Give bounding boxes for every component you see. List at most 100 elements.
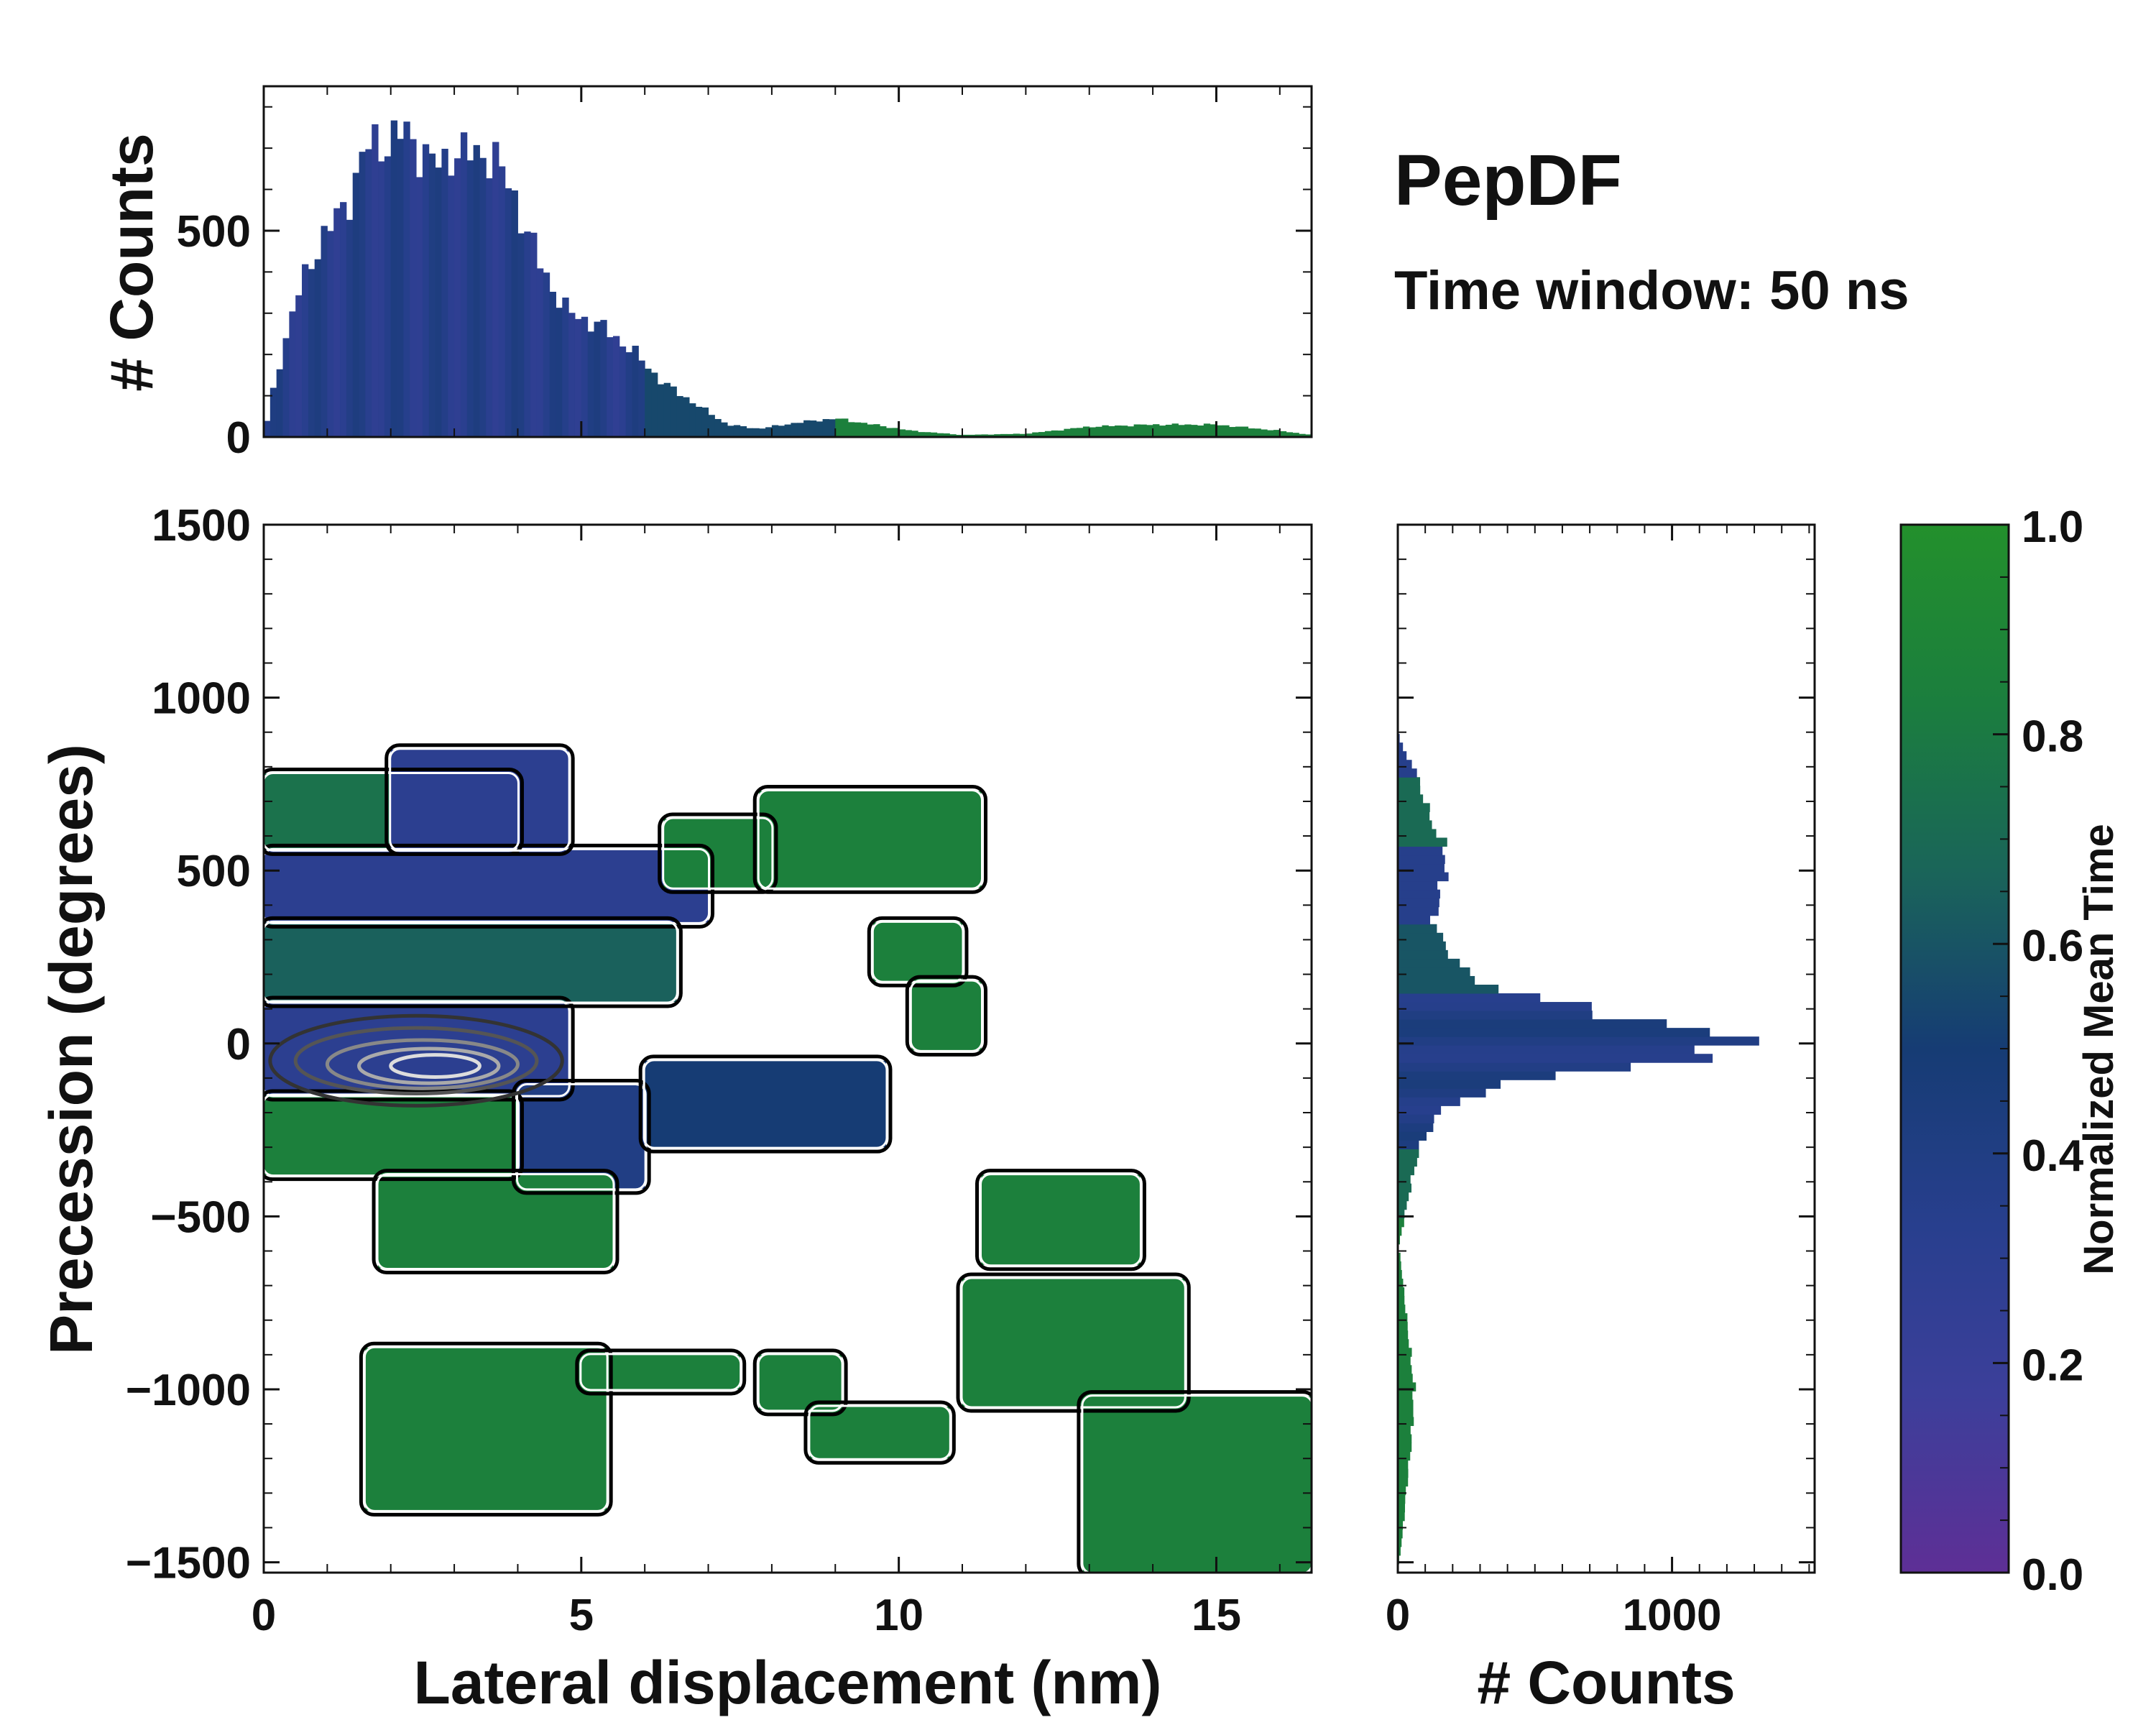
right-histogram-bar <box>1398 1011 1593 1020</box>
top-histogram-bar <box>822 419 829 437</box>
right-histogram-bar <box>1398 837 1447 847</box>
top-histogram-bar <box>543 272 550 437</box>
right-histogram-ticks: 0 1000 <box>1386 523 1815 1640</box>
top-histogram-bar <box>403 121 410 438</box>
top-histogram-bar <box>1184 424 1192 437</box>
top-histogram-bar <box>1026 433 1033 437</box>
top-histogram-bar <box>733 425 741 437</box>
y-tick-label: −500 <box>150 1192 251 1242</box>
top-histogram-bar <box>352 172 360 437</box>
colorbar-tick-label: 0.4 <box>2022 1131 2084 1181</box>
right-histogram-bar <box>1398 1114 1434 1123</box>
top-histogram-bar <box>1171 423 1179 437</box>
top-histogram-bar <box>473 144 480 437</box>
top-histogram-bar <box>327 231 334 437</box>
right-histogram-bar <box>1398 1200 1407 1210</box>
right-histogram-bar <box>1398 846 1443 856</box>
top-histogram-bar <box>994 434 1001 437</box>
top-histogram-bar <box>1095 426 1102 437</box>
top-histogram-bar <box>829 419 836 437</box>
top-histogram-bar <box>911 431 918 437</box>
right-histogram-bar <box>1398 1512 1405 1522</box>
colorbar-label: Normalized Mean Time <box>2076 824 2122 1274</box>
top-histogram-bar <box>574 318 582 437</box>
top-histogram-bar <box>1210 424 1217 437</box>
contour-outer-halo <box>264 920 678 1004</box>
top-histogram-bar <box>498 166 506 438</box>
colorbar-tick-label: 0.0 <box>2022 1550 2083 1600</box>
top-histogram-bar <box>1077 428 1084 437</box>
top-histogram-bar <box>638 360 645 437</box>
top-histogram-bar <box>454 158 461 437</box>
right-histogram-bar <box>1398 855 1445 865</box>
right-histogram-bar <box>1398 820 1432 829</box>
top-histogram-bar <box>752 428 760 437</box>
contour-outer <box>956 1272 1191 1413</box>
top-histogram-bar <box>632 346 639 437</box>
top-y-tick-label: 500 <box>177 207 251 257</box>
colorbar-tick-label: 0.8 <box>2022 712 2083 762</box>
top-histogram-bar <box>1178 425 1185 437</box>
top-histogram-bar <box>448 175 455 437</box>
right-histogram-bar <box>1398 1045 1695 1054</box>
contour-outer <box>264 843 715 929</box>
top-histogram-bar <box>1222 425 1230 437</box>
x-tick-label: 0 <box>252 1591 276 1640</box>
right-histogram-bar <box>1398 1028 1710 1037</box>
contour-outer-halo <box>642 1059 888 1149</box>
colorbar-ticks: 0.0 0.2 0.4 0.6 0.8 1.0 <box>1993 502 2084 1600</box>
right-histogram-bar <box>1398 1157 1417 1167</box>
top-histogram-bar <box>1082 426 1090 437</box>
top-histogram-bar <box>1273 430 1281 437</box>
top-histogram-bar <box>1261 429 1268 437</box>
contour-outer <box>905 975 988 1057</box>
top-histogram-bar <box>670 386 677 437</box>
heatmap-region <box>911 981 982 1051</box>
top-histogram-bar <box>714 418 722 437</box>
top-histogram-bar <box>797 423 804 437</box>
right-histogram-bar <box>1398 1218 1404 1228</box>
right-histogram-bar <box>1398 1494 1406 1504</box>
right-histogram-bar <box>1398 794 1424 804</box>
top-histogram-bar <box>1133 424 1141 437</box>
right-histogram-bar <box>1398 1425 1411 1435</box>
contour-outer-halo <box>808 1404 952 1460</box>
right-histogram-bar <box>1398 1278 1404 1288</box>
top-histogram-bar <box>384 156 392 437</box>
figure-subtitle: Time window: 50 ns <box>1394 260 1909 321</box>
right-histogram-bar <box>1398 751 1407 760</box>
top-histogram-bar <box>657 384 665 437</box>
top-histogram-bar <box>378 161 385 437</box>
top-histogram-bar <box>695 406 703 437</box>
top-histogram-bar <box>975 434 982 437</box>
top-histogram-bar <box>854 422 862 437</box>
top-histogram-bar <box>918 432 925 437</box>
right-histogram-bar <box>1398 786 1421 795</box>
right-histogram-bar <box>1398 984 1499 994</box>
right-histogram-bar <box>1398 924 1437 934</box>
top-histogram-bar <box>943 433 950 437</box>
right-histogram-bar <box>1398 975 1475 985</box>
top-histogram-ylabel: # Counts <box>98 133 165 391</box>
top-histogram-bar <box>740 426 747 437</box>
right-histogram-bar <box>1398 1391 1413 1400</box>
top-histogram-bar <box>295 295 303 437</box>
top-histogram-bar <box>1108 426 1115 437</box>
contour-outer <box>511 1079 651 1195</box>
right-histogram-bar <box>1398 768 1417 778</box>
top-histogram-bar <box>1127 426 1135 437</box>
right-histogram-bar <box>1398 1434 1412 1444</box>
contour-outer-halo <box>980 1173 1142 1267</box>
heatmap-region <box>365 1348 607 1511</box>
contour-outer-halo <box>264 1000 571 1098</box>
right-histogram-xlabel: # Counts <box>1477 1649 1735 1716</box>
top-histogram-bar <box>410 139 417 437</box>
top-histogram-bar <box>587 331 594 437</box>
right-histogram-bar <box>1398 803 1430 812</box>
y-tick-label: 1500 <box>152 501 251 551</box>
top-histogram-bar <box>727 426 734 437</box>
heatmap-region <box>264 922 677 1003</box>
top-histogram-bar <box>594 321 601 437</box>
top-histogram-bar <box>1305 434 1312 437</box>
main-ylabel: Precession (degrees) <box>37 744 105 1355</box>
